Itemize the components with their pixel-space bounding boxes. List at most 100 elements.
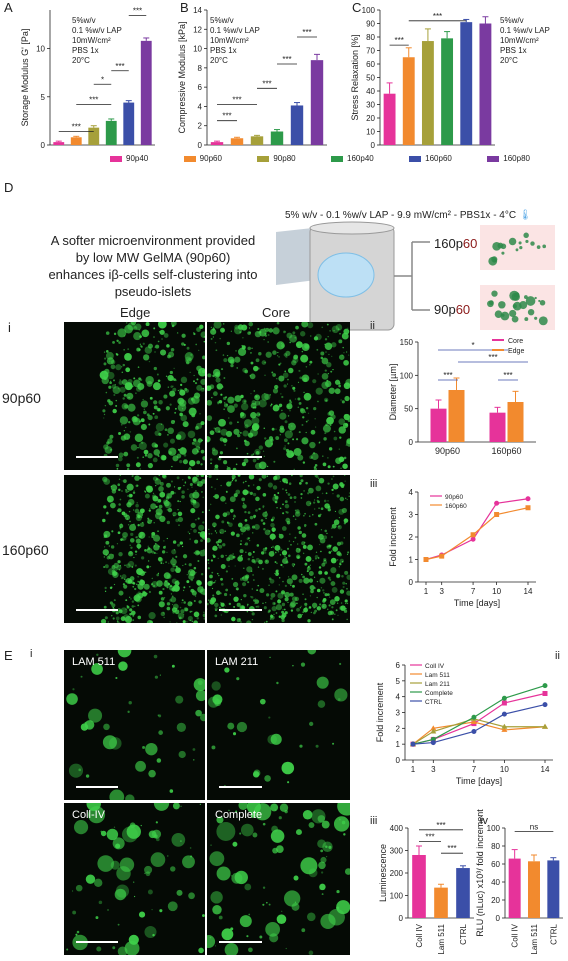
cell — [338, 818, 341, 821]
cluster — [542, 244, 547, 249]
cell — [297, 526, 301, 530]
cell — [247, 581, 250, 584]
cell — [135, 503, 139, 508]
cell — [214, 427, 217, 430]
cluster — [530, 241, 535, 246]
cell — [327, 593, 330, 596]
cell — [286, 578, 293, 585]
cell — [339, 606, 344, 611]
cell — [158, 730, 163, 735]
cell — [293, 448, 302, 456]
cell — [162, 475, 167, 479]
cell — [197, 517, 200, 520]
cell — [111, 384, 117, 389]
cell — [254, 330, 262, 338]
cell — [264, 775, 271, 782]
cell — [336, 551, 341, 556]
cell — [135, 392, 137, 394]
cell — [334, 596, 340, 602]
cell — [136, 593, 138, 595]
cell — [96, 653, 99, 656]
y-tick-label: 0 — [371, 141, 376, 150]
cell — [326, 532, 328, 535]
cell — [273, 572, 276, 575]
legend-label: CTRL — [425, 699, 442, 706]
cell — [264, 393, 271, 401]
cell — [301, 928, 306, 933]
cell — [180, 805, 182, 808]
cell — [228, 554, 234, 561]
significance-label: *** — [89, 96, 98, 105]
cell — [306, 557, 308, 559]
cell — [285, 947, 287, 950]
cell — [343, 518, 349, 523]
cell — [240, 554, 243, 557]
cell — [209, 430, 215, 436]
cell — [325, 492, 328, 495]
cell — [117, 387, 120, 390]
cell — [119, 526, 122, 528]
cell — [272, 847, 278, 854]
cell — [253, 579, 255, 581]
cell — [172, 557, 174, 560]
cell — [117, 650, 132, 658]
x-tick-label: Lam 511 — [530, 923, 539, 954]
cell — [134, 323, 142, 331]
cell — [160, 454, 167, 461]
cell — [167, 376, 169, 378]
cell — [123, 430, 125, 432]
cell — [118, 503, 121, 506]
panel-e-letter: E — [4, 648, 13, 663]
cell — [317, 557, 320, 559]
cell — [207, 608, 208, 610]
cell — [230, 363, 234, 368]
cell — [173, 367, 175, 370]
cell — [151, 442, 157, 448]
cell — [215, 349, 218, 352]
cell — [171, 595, 174, 598]
cell — [156, 407, 161, 412]
cell — [80, 675, 83, 678]
cell — [337, 328, 340, 331]
cell — [122, 363, 126, 367]
cell — [277, 550, 280, 553]
cell — [207, 562, 210, 564]
cell — [274, 809, 277, 811]
cell — [146, 549, 149, 551]
cell — [287, 442, 290, 445]
cell — [144, 872, 146, 874]
cell — [284, 597, 289, 602]
cell — [265, 601, 267, 604]
cell — [244, 440, 250, 447]
cell — [207, 935, 216, 949]
cell — [220, 563, 226, 569]
cell — [157, 714, 160, 717]
cell — [137, 536, 139, 538]
cell — [211, 681, 221, 691]
cell — [344, 570, 349, 575]
cell — [175, 555, 178, 558]
data-point — [542, 683, 548, 689]
cell — [113, 332, 117, 336]
cell — [348, 492, 350, 494]
cell — [72, 910, 77, 915]
cell — [210, 486, 213, 488]
cell — [163, 581, 170, 587]
cell — [220, 614, 222, 616]
cell — [251, 416, 260, 425]
cell — [169, 598, 172, 602]
cell — [264, 334, 268, 337]
cell — [107, 438, 113, 444]
bar-Lam 511 — [528, 861, 540, 918]
x-tick-label: 7 — [471, 587, 476, 596]
cell — [170, 567, 175, 573]
cell — [186, 580, 190, 584]
cell — [224, 943, 239, 955]
cell — [265, 515, 267, 517]
cell — [298, 530, 302, 535]
y-tick-label: 8 — [198, 64, 203, 73]
cell — [119, 386, 126, 393]
cell — [237, 522, 243, 528]
cell — [274, 495, 279, 500]
cell — [190, 578, 194, 582]
